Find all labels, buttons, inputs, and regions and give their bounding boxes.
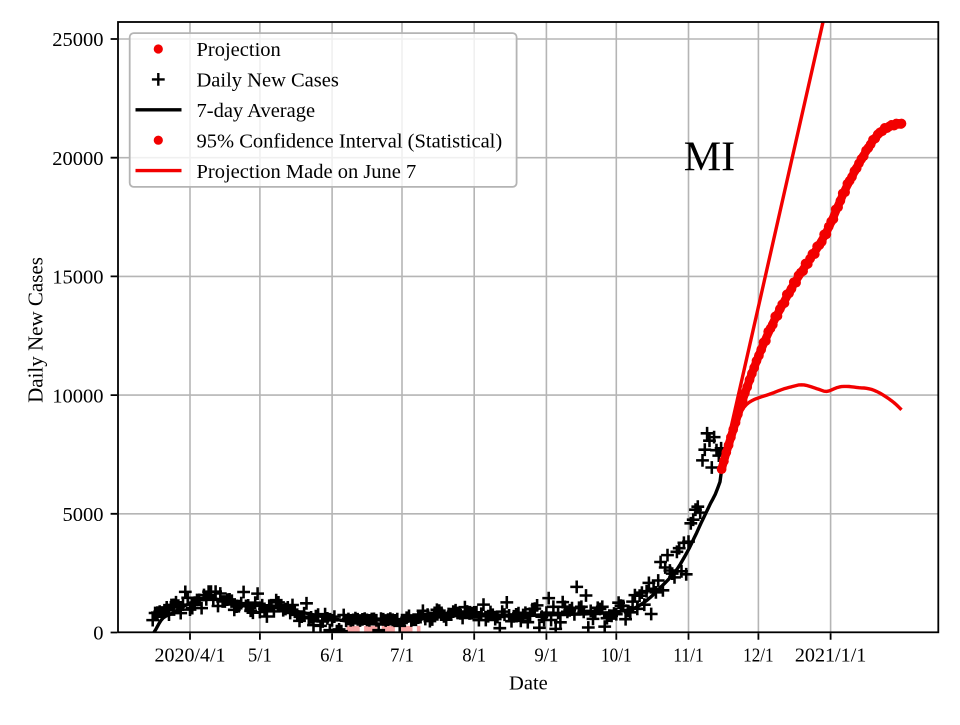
svg-text:Daily New Cases: Daily New Cases bbox=[24, 257, 48, 403]
svg-text:20000: 20000 bbox=[52, 148, 103, 170]
svg-text:5/1: 5/1 bbox=[248, 645, 272, 667]
svg-text:2021/1/1: 2021/1/1 bbox=[795, 645, 867, 667]
svg-text:0: 0 bbox=[93, 623, 103, 645]
svg-text:15000: 15000 bbox=[52, 267, 103, 289]
svg-text:Daily New Cases: Daily New Cases bbox=[197, 70, 339, 92]
svg-text:25000: 25000 bbox=[52, 29, 103, 51]
svg-text:10/1: 10/1 bbox=[601, 645, 632, 667]
svg-text:8/1: 8/1 bbox=[462, 645, 486, 667]
svg-text:11/1: 11/1 bbox=[673, 645, 704, 667]
svg-text:Projection Made on June 7: Projection Made on June 7 bbox=[197, 161, 417, 183]
svg-text:95% Confidence Interval (Stati: 95% Confidence Interval (Statistical) bbox=[197, 130, 503, 152]
svg-text:6/1: 6/1 bbox=[320, 645, 344, 667]
svg-text:5000: 5000 bbox=[63, 504, 104, 526]
svg-text:10000: 10000 bbox=[52, 385, 103, 407]
svg-text:2020/4/1: 2020/4/1 bbox=[155, 645, 226, 667]
svg-text:7/1: 7/1 bbox=[390, 645, 414, 667]
svg-text:MI: MI bbox=[684, 134, 735, 180]
svg-text:7-day Average: 7-day Average bbox=[197, 100, 316, 122]
svg-text:Projection: Projection bbox=[197, 39, 281, 61]
svg-text:12/1: 12/1 bbox=[743, 645, 774, 667]
svg-text:9/1: 9/1 bbox=[534, 645, 558, 667]
svg-text:Date: Date bbox=[509, 673, 548, 695]
